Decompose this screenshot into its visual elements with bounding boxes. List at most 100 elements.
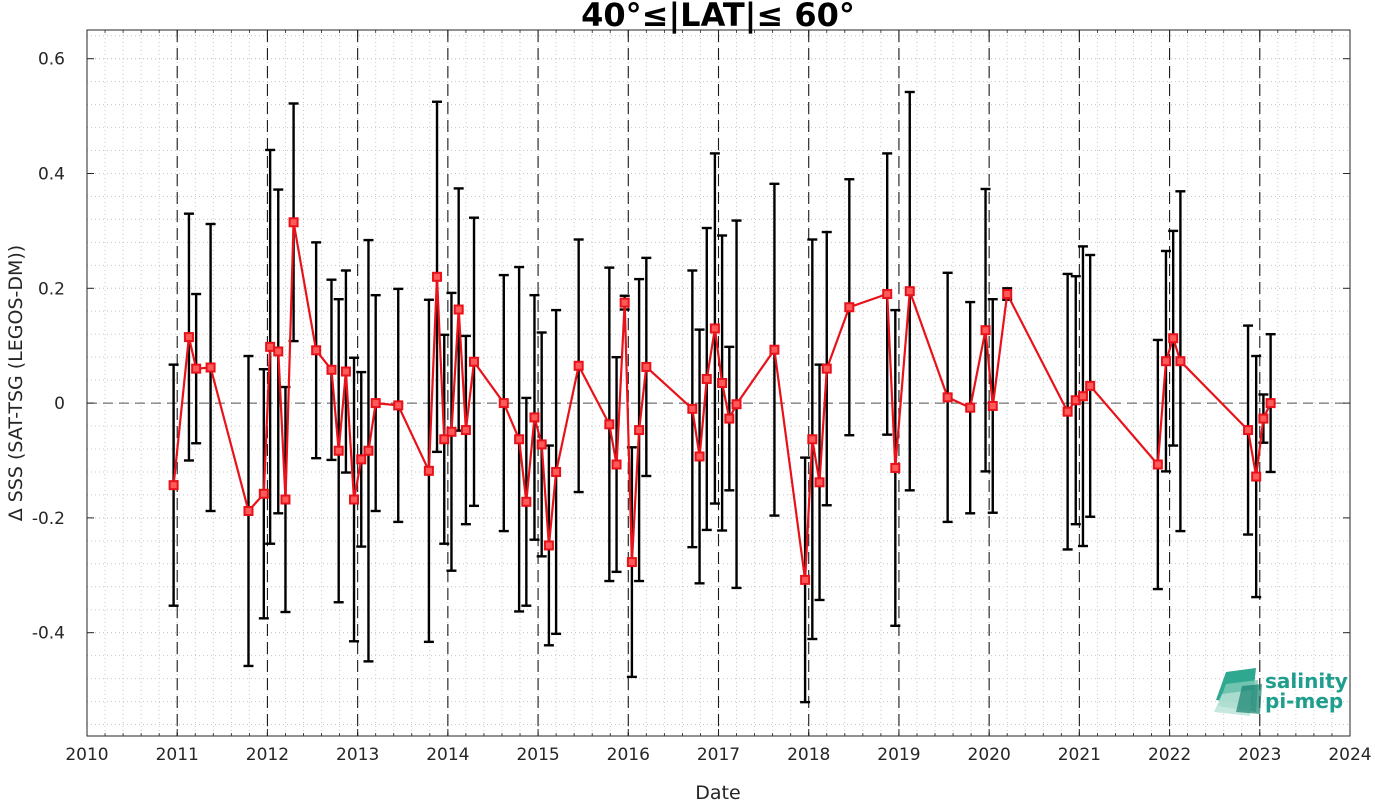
data-point-marker [439, 434, 450, 445]
data-point-marker [724, 413, 735, 424]
data-point-marker [311, 345, 322, 356]
data-point-marker [363, 445, 374, 456]
data-point-marker [942, 392, 953, 403]
x-tick-label: 2011 [156, 745, 199, 765]
data-point-marker [514, 434, 525, 445]
data-point-marker [807, 434, 818, 445]
data-point-marker [717, 378, 728, 388]
data-point-marker [1265, 398, 1276, 409]
data-point-marker [611, 459, 622, 470]
data-point-marker [694, 451, 705, 462]
data-point-marker [980, 325, 991, 336]
x-axis-ticks: 2010 2011 2012 2013 2014 2015 2016 2017 2018 2019… [65, 30, 1372, 765]
data-point-marker [423, 465, 434, 476]
data-point-marker [326, 364, 337, 375]
salinity-pi-mep-logo: salinity pi-mep [1214, 668, 1348, 716]
data-point-marker [987, 400, 998, 411]
data-point-marker [243, 505, 254, 516]
data-point-marker [1062, 406, 1073, 417]
data-point-marker [769, 344, 780, 355]
data-point-marker [890, 462, 901, 473]
data-point-marker [573, 360, 584, 371]
x-tick-label: 2022 [1148, 745, 1191, 765]
x-axis-label: Date [695, 782, 740, 801]
x-tick-label: 2014 [426, 745, 469, 765]
y-tick-label: 0.6 [38, 50, 65, 70]
data-point-marker [529, 412, 540, 423]
data-point-marker [183, 332, 194, 343]
data-point-marker [709, 323, 720, 334]
data-point-marker [844, 302, 855, 313]
data-point-marker [965, 402, 976, 413]
data-point-marker [536, 439, 547, 450]
y-tick-label: -0.2 [32, 509, 65, 529]
data-point-marker [619, 297, 630, 308]
data-point-marker [551, 466, 562, 477]
x-tick-label: 2018 [787, 745, 830, 765]
data-point-marker [1002, 289, 1013, 300]
data-point-marker [1243, 425, 1254, 436]
data-point-marker [821, 363, 832, 374]
data-point-marker [370, 398, 381, 409]
x-tick-label: 2012 [246, 745, 289, 765]
data-point-marker [205, 362, 216, 373]
x-tick-label: 2021 [1058, 745, 1101, 765]
y-tick-label: 0 [54, 394, 65, 414]
data-point-marker [1258, 413, 1269, 424]
y-axis-label: Δ SSS (SAT-TSG (LEGOS-DM)) [5, 245, 27, 521]
data-point-marker [258, 488, 269, 499]
x-tick-label: 2023 [1238, 745, 1281, 765]
data-point-marker [469, 356, 480, 367]
y-tick-label: -0.4 [32, 624, 65, 644]
data-point-marker [604, 419, 615, 430]
y-axis-ticks: -0.4 -0.2 0 0.2 0.4 0.6 [32, 50, 1350, 644]
x-tick-label: 2015 [516, 745, 559, 765]
major-grid [87, 58, 1350, 634]
data-point-marker [731, 399, 742, 410]
data-point-marker [1160, 356, 1171, 367]
data-point-marker [814, 477, 825, 488]
data-point-marker [1085, 380, 1096, 391]
data-point-marker [356, 454, 367, 465]
x-tick-label: 2019 [877, 745, 920, 765]
data-point-marker [634, 425, 645, 436]
y-tick-label: 0.2 [38, 279, 65, 299]
data-point-marker [687, 403, 698, 414]
data-point-marker [288, 217, 299, 228]
data-point-marker [521, 496, 532, 507]
x-tick-label: 2016 [607, 745, 650, 765]
data-point-marker [1168, 333, 1179, 344]
logo-waves-icon [1214, 668, 1262, 716]
x-tick-label: 2017 [697, 745, 740, 765]
data-point-marker [701, 373, 712, 384]
x-tick-label: 2013 [336, 745, 379, 765]
data-point-marker [446, 426, 457, 437]
year-divider-lines [176, 30, 1261, 736]
data-point-marker [626, 557, 637, 568]
data-point-marker [265, 341, 276, 352]
data-point-marker [168, 480, 179, 491]
logo-line2: pi-mep [1265, 689, 1343, 713]
data-point-marker [333, 445, 344, 456]
data-point-marker [273, 346, 284, 357]
data-point-marker [904, 286, 915, 297]
data-point-marker [498, 398, 509, 409]
data-point-marker [1251, 471, 1262, 482]
y-tick-label: 0.4 [38, 164, 65, 184]
data-point-marker [641, 361, 652, 372]
data-point-marker [1152, 459, 1163, 470]
data-point-marker [460, 425, 471, 436]
data-point-marker [340, 366, 351, 377]
data-point-marker [800, 574, 811, 585]
data-point-marker [191, 363, 202, 374]
x-tick-label: 2010 [65, 745, 108, 765]
logo-line1: salinity [1265, 669, 1348, 693]
data-point-marker [1077, 391, 1088, 402]
data-point-marker [393, 400, 404, 411]
data-point-marker [543, 540, 554, 551]
data-point-marker [1175, 356, 1186, 367]
data-point-marker [882, 289, 893, 300]
chart-title: 40°≤|LAT|≤ 60° [581, 0, 855, 35]
data-point-marker [280, 494, 291, 505]
